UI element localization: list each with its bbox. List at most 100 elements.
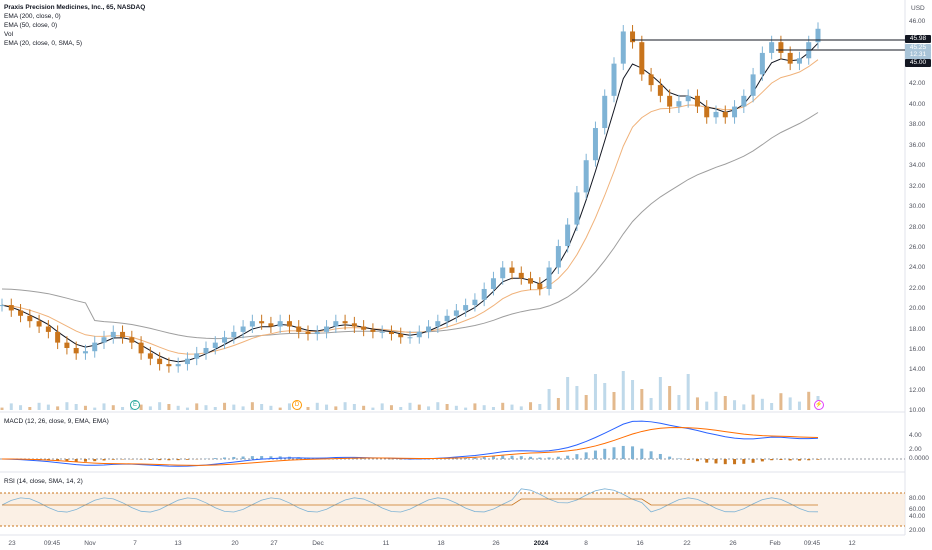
candle-body [249,321,255,327]
candle-body [565,224,571,247]
volume-bar [566,377,570,410]
price-tick: 46.00 [909,18,926,25]
volume-bar [473,403,477,410]
macd-histogram-bar [167,459,171,461]
volume-bar [74,404,78,410]
candle-body [509,267,515,273]
candle-body [212,342,218,348]
time-tick: 12 [848,540,856,547]
rsi-band [0,493,905,526]
price-tick: 40.00 [909,101,926,108]
candle-body [398,334,404,338]
macd-histogram-bar [779,459,783,461]
volume-bar [28,407,32,410]
volume-bar [760,398,764,410]
macd-tick: 4.00 [909,432,922,439]
candle-body [296,326,302,332]
rsi-tick: 60.00 [909,506,926,513]
volume-bar [111,405,115,410]
volume-bar [770,403,774,410]
news-event-icon[interactable]: ⚡ [814,400,824,410]
candle-body [416,331,422,338]
candle-body [351,323,357,327]
macd-histogram-bar [250,456,254,459]
volume-bar [723,396,727,410]
macd-histogram-bar [501,455,505,459]
volume-bar [250,402,254,410]
volume-bar [742,404,746,410]
macd-histogram-bar [56,459,60,462]
volume-bar [389,405,393,410]
volume-bar [408,402,412,410]
price-tick: 42.00 [909,80,926,87]
rsi-line [1,488,819,513]
price-badge: 45.98 [905,35,931,43]
time-tick: 26 [729,540,737,547]
symbol-title: Praxis Precision Medicines, Inc., 65, NA… [4,4,146,11]
volume-bar [167,404,171,410]
candle-body [620,31,626,64]
volume-bar [371,407,375,410]
volume-bar [695,397,699,410]
macd-histogram-bar [714,459,718,464]
volume-bar [649,398,653,410]
macd-histogram-bar [612,447,616,459]
candle-body [0,305,5,307]
macd-histogram-bar [482,456,486,459]
candle-body [342,321,348,324]
volume-bar [779,393,783,410]
price-tick: 16.00 [909,346,926,353]
volume-bar [686,374,690,410]
candle-body [73,347,79,354]
candle-body [92,342,98,352]
macd-histogram-bar [232,456,236,459]
volume-bar [491,407,495,410]
macd-histogram-bar [640,448,644,459]
candle-body [157,358,163,365]
macd-tick: 0.0000 [909,455,929,462]
candle-body [769,42,775,53]
macd-histogram-bar [723,459,727,465]
volume-bar [510,404,514,410]
volume-bar [352,404,356,410]
candle-body [129,337,135,343]
time-tick: 16 [636,540,644,547]
volume-bar [195,403,199,410]
macd-histogram-bar [223,457,227,459]
candle-body [147,353,153,359]
volume-bar [158,402,162,410]
price-badge: 12.31 [905,51,931,59]
candle-body [18,310,24,316]
macd-histogram-bar [705,459,709,463]
volume-bar [603,383,607,410]
price-tick: 20.00 [909,305,926,312]
price-tick: 36.00 [909,142,926,149]
candle-body [676,101,682,107]
dividend-event-icon[interactable]: D [292,400,302,410]
candle-body [333,321,339,327]
price-tick: 38.00 [909,121,926,128]
macd-histogram-bar [807,459,811,461]
price-tick: 12.00 [909,387,926,394]
macd-histogram-bar [770,459,774,461]
macd-histogram-bar [566,455,570,459]
volume-bar [148,406,152,410]
candle-body [314,331,320,335]
volume-bar [714,391,718,410]
candle-body [528,278,534,284]
candle-body [231,331,237,338]
candle-body [667,95,673,107]
macd-histogram-bar [510,455,514,459]
volume-bar [232,404,236,410]
macd-histogram-bar [797,459,801,461]
macd-histogram-bar [556,456,560,459]
candle-body [463,305,469,311]
volume-bar [797,401,801,410]
volume-bar [501,402,505,410]
macd-histogram-bar [83,459,87,462]
earnings-event-icon[interactable]: E [130,400,140,410]
candle-body [240,326,246,332]
volume-bar [631,380,635,410]
volume-bar [213,407,217,410]
